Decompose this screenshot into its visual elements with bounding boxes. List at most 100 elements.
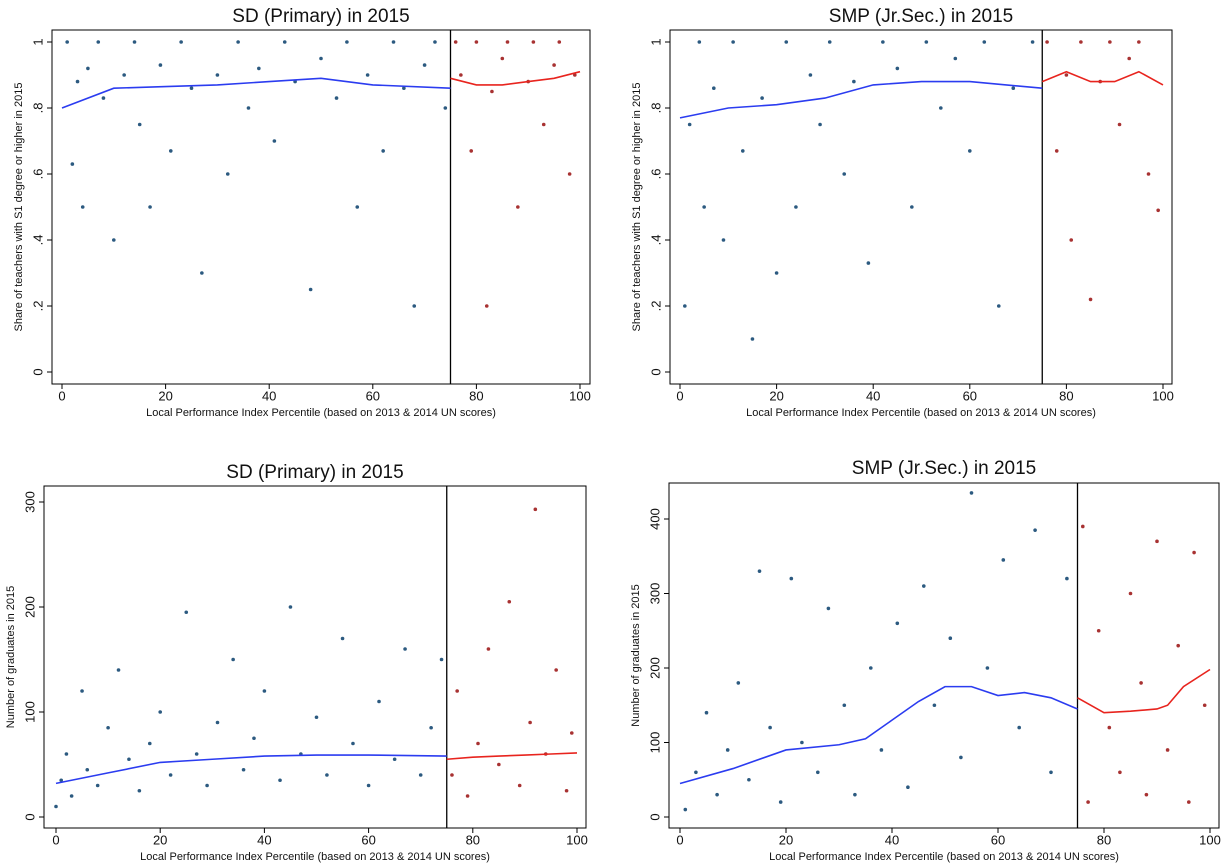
data-point <box>1065 576 1069 581</box>
data-point <box>948 636 953 640</box>
fit-line <box>679 685 1078 785</box>
data-point <box>869 666 873 670</box>
fit-line <box>446 752 578 761</box>
data-point <box>122 73 126 77</box>
data-point <box>433 40 437 44</box>
data-point <box>1118 770 1122 775</box>
data-point <box>351 741 355 746</box>
x-tick-label: 60 <box>991 832 1005 847</box>
data-point <box>533 507 538 512</box>
data-point <box>517 783 522 788</box>
data-point <box>922 584 926 588</box>
y-tick-label: 0 <box>22 813 37 820</box>
data-point <box>127 757 131 762</box>
x-axis-label: Local Performance Index Percentile (base… <box>769 851 1119 863</box>
data-point <box>702 205 706 209</box>
data-point <box>288 605 293 609</box>
data-point <box>505 40 510 44</box>
data-point <box>189 86 194 90</box>
chart-title: SMP (Jr.Sec.) in 2015 <box>829 6 1013 27</box>
data-point <box>808 73 813 77</box>
x-tick-label: 40 <box>262 388 276 403</box>
data-point <box>1117 122 1122 127</box>
data-point <box>1165 748 1170 752</box>
data-point <box>252 736 256 741</box>
data-point <box>564 788 569 793</box>
data-point <box>474 40 479 44</box>
data-point <box>721 238 726 242</box>
data-point <box>982 40 987 44</box>
y-tick-label: 0 <box>647 813 662 820</box>
x-tick-label: 100 <box>1199 832 1221 847</box>
fit-line <box>1041 70 1164 86</box>
y-tick-label: .8 <box>30 103 45 114</box>
data-point <box>1054 149 1059 153</box>
data-point <box>334 96 339 100</box>
data-point <box>412 304 417 308</box>
data-point <box>1144 792 1149 797</box>
y-axis-label: Share of teachers with S1 degree or high… <box>13 83 25 332</box>
data-point <box>768 725 772 730</box>
data-point <box>784 40 789 44</box>
data-point <box>70 162 75 166</box>
data-point <box>231 657 235 662</box>
fit-line <box>450 70 581 86</box>
data-point <box>747 777 751 782</box>
data-point <box>750 337 755 341</box>
y-axis-label: Number of graduates in 2015 <box>630 584 642 726</box>
data-point <box>278 778 282 783</box>
x-axis-label: Local Performance Index Percentile (base… <box>140 851 490 863</box>
data-point <box>778 800 783 804</box>
y-tick-label: 100 <box>22 701 37 723</box>
data-point <box>486 647 491 651</box>
data-point <box>1064 73 1069 77</box>
data-point <box>842 703 847 708</box>
data-point <box>484 304 489 308</box>
data-point <box>1001 558 1006 562</box>
data-point <box>1187 800 1191 804</box>
x-tick-label: 20 <box>158 388 172 403</box>
data-point <box>712 86 716 90</box>
data-point <box>1128 591 1133 596</box>
data-point <box>731 40 735 44</box>
x-tick-label: 60 <box>366 388 380 403</box>
data-point <box>853 792 857 797</box>
x-tick-label: 40 <box>257 832 271 847</box>
data-point <box>879 748 884 752</box>
data-point <box>906 785 910 789</box>
data-point <box>80 205 85 209</box>
data-point <box>365 73 370 77</box>
data-point <box>1176 643 1180 648</box>
data-point <box>1146 172 1151 176</box>
data-point <box>816 770 820 775</box>
x-tick-label: 100 <box>566 832 588 847</box>
data-point <box>959 755 963 760</box>
data-point <box>910 205 914 209</box>
data-point <box>450 773 454 777</box>
data-point <box>490 89 494 94</box>
data-point <box>1139 681 1143 685</box>
fit-line <box>679 80 1043 119</box>
data-point <box>325 773 329 777</box>
data-point <box>95 783 100 788</box>
y-tick-label: .4 <box>648 235 663 246</box>
data-point <box>1108 40 1112 44</box>
data-point <box>469 149 474 153</box>
data-point <box>148 205 152 209</box>
data-point <box>241 767 246 772</box>
y-tick-label: .8 <box>648 103 663 114</box>
y-tick-label: .2 <box>30 301 45 312</box>
data-point <box>59 778 64 783</box>
data-point <box>340 636 345 641</box>
data-point <box>554 668 558 672</box>
x-tick-label: 40 <box>885 832 899 847</box>
data-point <box>403 647 407 651</box>
data-point <box>137 788 142 793</box>
data-point <box>391 40 396 44</box>
x-tick-label: 20 <box>153 832 167 847</box>
data-point <box>1069 238 1074 242</box>
data-point <box>827 40 832 44</box>
y-tick-label: 200 <box>647 657 662 679</box>
data-point <box>377 699 381 704</box>
